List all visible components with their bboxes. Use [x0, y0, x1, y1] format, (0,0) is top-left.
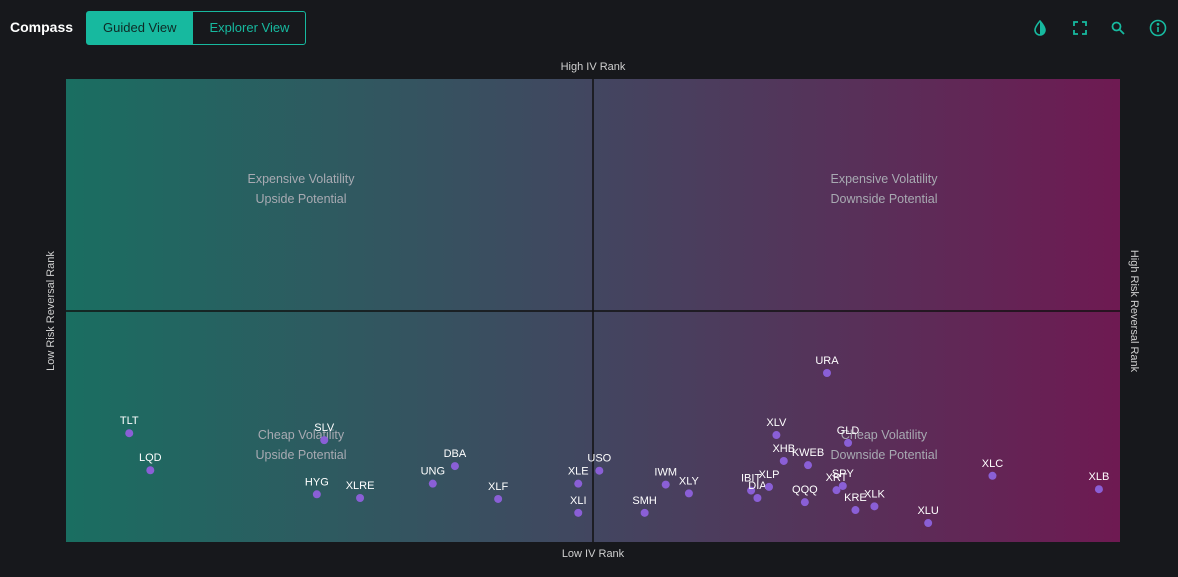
- point-label-xlp: XLP: [759, 469, 780, 481]
- point-label-xlc: XLC: [982, 458, 1003, 470]
- view-toggle: Guided View Explorer View: [86, 11, 307, 45]
- quadrant-tr-line1: Expensive Volatility: [830, 172, 938, 186]
- search-icon[interactable]: [1108, 18, 1128, 38]
- quadrant-labels: Expensive Volatility Upside Potential Ex…: [247, 172, 938, 462]
- point-label-xlb: XLB: [1089, 471, 1110, 483]
- point-xlk[interactable]: [870, 502, 879, 511]
- point-label-spy: SPY: [832, 468, 855, 480]
- point-qqq[interactable]: [800, 498, 809, 507]
- point-xlv[interactable]: [772, 431, 781, 440]
- point-label-kre: KRE: [844, 492, 867, 504]
- plot-area: [66, 79, 1120, 542]
- point-label-tlt: TLT: [120, 415, 139, 427]
- quadrant-bl-line1: Cheap Volatility: [258, 428, 345, 442]
- axis-label-left: Low Risk Reversal Rank: [45, 251, 57, 371]
- point-label-hyg: HYG: [305, 476, 329, 488]
- point-label-dba: DBA: [444, 448, 467, 460]
- point-label-xle: XLE: [568, 466, 589, 478]
- point-label-xli: XLI: [570, 495, 587, 507]
- point-label-xhb: XHB: [772, 443, 795, 455]
- point-label-kweb: KWEB: [792, 447, 824, 459]
- point-smh[interactable]: [640, 508, 649, 517]
- point-xlre[interactable]: [356, 494, 365, 503]
- point-xlb[interactable]: [1094, 485, 1103, 494]
- point-xlp[interactable]: [765, 482, 774, 491]
- data-points: TLT LQD SLV HYG XLRE UNG DBA XLF XLE XLI USO SMH IWM…: [120, 355, 1110, 528]
- point-ung[interactable]: [428, 479, 437, 488]
- guided-view-button[interactable]: Guided View: [87, 12, 193, 44]
- point-xlu[interactable]: [924, 519, 933, 528]
- point-label-xlu: XLU: [917, 505, 938, 517]
- point-label-lqd: LQD: [139, 452, 162, 464]
- point-xrt[interactable]: [832, 486, 841, 495]
- point-dia[interactable]: [753, 494, 762, 503]
- point-spy[interactable]: [838, 481, 847, 490]
- axis-label-top: High IV Rank: [561, 61, 626, 73]
- point-label-ura: URA: [815, 355, 839, 367]
- quadrant-tl-line2: Upside Potential: [255, 192, 346, 206]
- point-label-qqq: QQQ: [792, 484, 818, 496]
- point-uso[interactable]: [595, 466, 604, 475]
- quadrant-br-line1: Cheap Volatility: [841, 428, 928, 442]
- point-label-xly: XLY: [679, 475, 700, 487]
- point-label-xrt: XRT: [826, 472, 848, 484]
- axis-label-bottom: Low IV Rank: [562, 548, 625, 560]
- point-dba[interactable]: [450, 462, 459, 471]
- point-label-dia: DIA: [748, 480, 767, 492]
- point-label-ibit: IBIT: [741, 473, 761, 485]
- quadrant-bl-line2: Upside Potential: [255, 448, 346, 462]
- point-label-smh: SMH: [632, 495, 657, 507]
- quadrant-br-line2: Downside Potential: [830, 448, 937, 462]
- point-xlf[interactable]: [494, 494, 503, 503]
- point-xly[interactable]: [684, 489, 693, 498]
- explorer-view-button[interactable]: Explorer View: [192, 12, 305, 44]
- header: Compass Guided View Explorer View: [0, 0, 1178, 56]
- axis-label-right: High Risk Reversal Rank: [1128, 250, 1140, 373]
- point-gld[interactable]: [844, 438, 853, 447]
- point-xli[interactable]: [574, 508, 583, 517]
- point-label-ung: UNG: [421, 466, 445, 478]
- app-title: Compass: [10, 19, 74, 35]
- fullscreen-icon[interactable]: [1070, 18, 1090, 38]
- point-xhb[interactable]: [779, 456, 788, 465]
- point-kweb[interactable]: [804, 461, 813, 470]
- point-slv[interactable]: [320, 436, 329, 445]
- point-kre[interactable]: [851, 506, 860, 515]
- contrast-icon[interactable]: [1030, 18, 1050, 38]
- point-hyg[interactable]: [312, 490, 321, 499]
- point-lqd[interactable]: [146, 466, 155, 475]
- point-tlt[interactable]: [125, 429, 134, 438]
- point-label-uso: USO: [587, 453, 611, 465]
- quadrant-tl-line1: Expensive Volatility: [247, 172, 355, 186]
- point-ibit[interactable]: [747, 486, 756, 495]
- point-xle[interactable]: [574, 479, 583, 488]
- point-label-xlf: XLF: [488, 481, 508, 493]
- point-label-xlv: XLV: [766, 417, 787, 429]
- quadrant-tr-line2: Downside Potential: [830, 192, 937, 206]
- point-label-xlre: XLRE: [346, 480, 375, 492]
- point-label-xlk: XLK: [864, 488, 885, 500]
- point-label-iwm: IWM: [654, 467, 677, 479]
- point-iwm[interactable]: [661, 480, 670, 489]
- info-icon[interactable]: [1148, 18, 1168, 38]
- point-ura[interactable]: [822, 369, 831, 378]
- point-label-gld: GLD: [837, 425, 860, 437]
- point-label-slv: SLV: [314, 422, 335, 434]
- point-xlc[interactable]: [988, 471, 997, 480]
